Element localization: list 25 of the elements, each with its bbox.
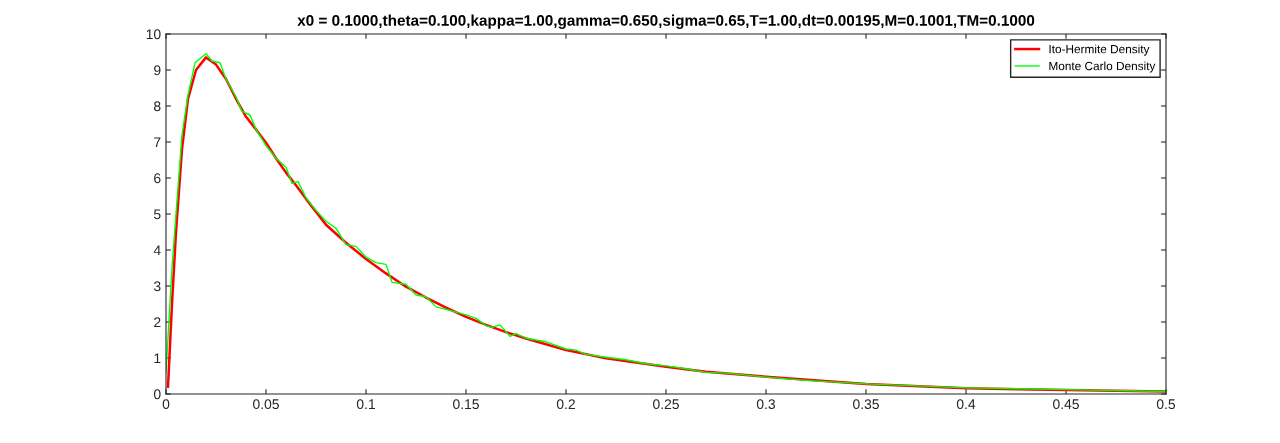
- x-tick-label: 0.05: [253, 399, 279, 410]
- x-tick-label: 0: [162, 399, 170, 410]
- x-tick-label: 0.25: [653, 399, 679, 410]
- y-tick-label: 10: [146, 29, 161, 40]
- chart-title: x0 = 0.1000,theta=0.100,kappa=1.00,gamma=0.650,sigma=0.65,T=1.00,dt=0.00195,M=0.1001,TM=0.1000: [297, 14, 1035, 29]
- y-tick-label: 9: [154, 65, 161, 76]
- x-tick-label: 0.35: [853, 399, 879, 410]
- legend-label: Monte Carlo Density: [1049, 61, 1156, 73]
- y-tick-label: 5: [153, 209, 161, 220]
- x-tick-label: 0.5: [1156, 399, 1176, 410]
- y-tick-label: 2: [154, 317, 161, 328]
- y-tick-label: 3: [153, 281, 161, 292]
- y-tick-label: 1: [154, 353, 161, 364]
- legend-label: Ito-Hermite Density: [1049, 44, 1150, 56]
- y-tick-label: 6: [154, 173, 161, 184]
- x-tick-label: 0.1: [356, 399, 375, 410]
- x-tick-label: 0.4: [956, 399, 976, 410]
- x-tick-label: 0.3: [756, 399, 776, 410]
- x-tick-label: 0.2: [556, 399, 575, 410]
- y-tick-label: 7: [154, 137, 161, 148]
- x-tick-label: 0.15: [453, 399, 479, 410]
- y-tick-label: 8: [154, 101, 161, 112]
- x-tick-label: 0.45: [1053, 399, 1079, 410]
- y-tick-label: 0: [153, 389, 161, 400]
- y-tick-label: 4: [153, 245, 161, 256]
